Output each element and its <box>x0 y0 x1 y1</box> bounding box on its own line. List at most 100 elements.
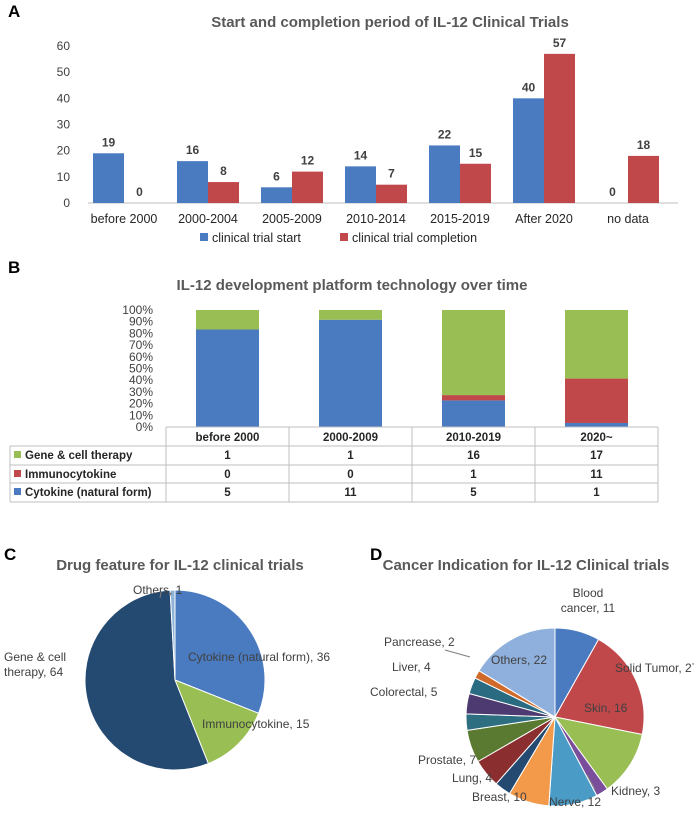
bar-value-label: 16 <box>186 143 200 157</box>
pie-slice-label: Solid Tumor, 27 <box>615 661 694 675</box>
bar-start <box>261 187 292 203</box>
pie-slice-label: Liver, 4 <box>392 660 431 674</box>
bar-completion <box>544 53 575 203</box>
table-cell: 5 <box>224 487 231 499</box>
table-cell: 5 <box>470 487 477 499</box>
table-cell: 16 <box>467 450 480 462</box>
bar-value-label: 14 <box>354 148 368 162</box>
bar-value-label: 8 <box>220 164 227 178</box>
panel-letter-b: B <box>8 258 21 277</box>
chart-b-title: IL-12 development platform technology ov… <box>177 277 528 294</box>
table-cell: 0 <box>224 469 230 481</box>
stacked-segment <box>196 329 259 427</box>
pie-slice-label: Colorectal, 5 <box>370 685 438 699</box>
y-tick-label: 60 <box>57 39 71 53</box>
y-tick-label: 0 <box>63 196 70 210</box>
table-cell: 1 <box>347 450 354 462</box>
y-tick-label: 10% <box>129 408 153 422</box>
bar-completion <box>460 163 491 203</box>
table-column-header: before 2000 <box>196 432 260 444</box>
stacked-segment <box>565 310 628 379</box>
stacked-segment <box>196 310 259 330</box>
pie-slice-label: Prostate, 7 <box>418 753 476 767</box>
bar-value-label: 7 <box>388 167 395 181</box>
stacked-segment <box>319 319 382 427</box>
bar-value-label: 22 <box>438 127 452 141</box>
y-tick-label: 70% <box>129 338 153 352</box>
y-tick-label: 50 <box>57 65 71 79</box>
pie-slice-label: Gene & cell <box>4 650 66 664</box>
y-tick-label: 40% <box>129 373 153 387</box>
leader-line <box>444 649 471 658</box>
y-tick-label: 60% <box>129 350 153 364</box>
legend-swatch <box>200 233 208 241</box>
panel-letter-a: A <box>8 2 21 21</box>
chart-platform-technology: IL-12 development platform technology ov… <box>9 277 659 503</box>
y-tick-label: 100% <box>122 303 153 317</box>
bar-value-label: 6 <box>273 169 280 183</box>
bar-value-label: 19 <box>102 135 116 149</box>
x-category-label: 2005-2009 <box>262 212 322 226</box>
table-column-header: 2020~ <box>580 432 613 444</box>
y-tick-label: 30 <box>57 118 71 132</box>
stacked-segment <box>442 310 505 396</box>
bar-value-label: 12 <box>301 154 315 168</box>
pie-slice-label: cancer, 11 <box>561 601 616 615</box>
cancer-indication-slice <box>553 716 643 790</box>
bar-start <box>429 145 460 203</box>
x-category-label: After 2020 <box>515 212 573 226</box>
panel-letter-d: D <box>370 545 383 564</box>
pie-slice-label: Kidney, 3 <box>611 784 660 798</box>
bar-start <box>345 166 376 203</box>
bar-value-label: 40 <box>522 80 536 94</box>
pie-slice-label: Immunocytokine, 15 <box>202 717 310 731</box>
bar-start <box>513 98 544 203</box>
pie-slice-label: Cytokine (natural form), 36 <box>188 650 330 664</box>
legend-label: clinical trial completion <box>352 231 477 245</box>
chart-c-title: Drug feature for IL-12 clinical trials <box>56 557 304 574</box>
y-tick-label: 30% <box>129 385 153 399</box>
y-tick-label: 50% <box>129 362 153 376</box>
bar-completion <box>292 171 323 203</box>
bar-start <box>93 153 124 203</box>
pie-slice-label: Skin, 16 <box>584 701 628 715</box>
table-cell: 17 <box>590 450 603 462</box>
drug-feature-slice <box>84 589 209 771</box>
bar-start <box>177 161 208 203</box>
chart-a-title: Start and completion period of IL-12 Cli… <box>211 14 569 31</box>
stacked-segment <box>442 400 505 427</box>
bar-value-label: 18 <box>637 138 651 152</box>
stacked-segment <box>565 422 628 427</box>
stacked-segment <box>319 310 382 320</box>
pie-slice-label: Nerve, 12 <box>549 795 601 809</box>
table-cell: 1 <box>470 469 477 481</box>
leader-line <box>586 774 596 790</box>
legend-swatch <box>14 451 21 458</box>
table-cell: 1 <box>593 487 600 499</box>
y-tick-label: 80% <box>129 326 153 340</box>
bar-completion <box>208 182 239 203</box>
x-category-label: 2015-2019 <box>430 212 490 226</box>
drug-feature-slice <box>169 589 176 681</box>
drug-feature-slice <box>174 589 266 714</box>
legend-swatch <box>14 470 21 477</box>
pie-slice-label: Breast, 10 <box>472 790 527 804</box>
y-tick-label: 40 <box>57 91 71 105</box>
panel-letter-c: C <box>4 545 17 564</box>
y-tick-label: 20% <box>129 397 153 411</box>
x-category-label: 2000-2004 <box>178 212 238 226</box>
table-row-label: Immunocytokine <box>25 469 116 481</box>
pie-slice-label: Blood <box>573 586 604 600</box>
x-category-label: no data <box>607 212 649 226</box>
chart-d-title: Cancer Indication for IL-12 Clinical tri… <box>383 557 670 574</box>
table-column-header: 2000-2009 <box>323 432 378 444</box>
table-row-label: Cytokine (natural form) <box>25 487 152 499</box>
y-tick-label: 20 <box>57 144 71 158</box>
bar-value-label: 57 <box>553 36 567 50</box>
table-cell: 1 <box>224 450 231 462</box>
bar-value-label: 0 <box>609 185 616 199</box>
legend-swatch <box>14 488 21 495</box>
bar-value-label: 15 <box>469 146 483 160</box>
cancer-indication-slice <box>478 627 556 718</box>
